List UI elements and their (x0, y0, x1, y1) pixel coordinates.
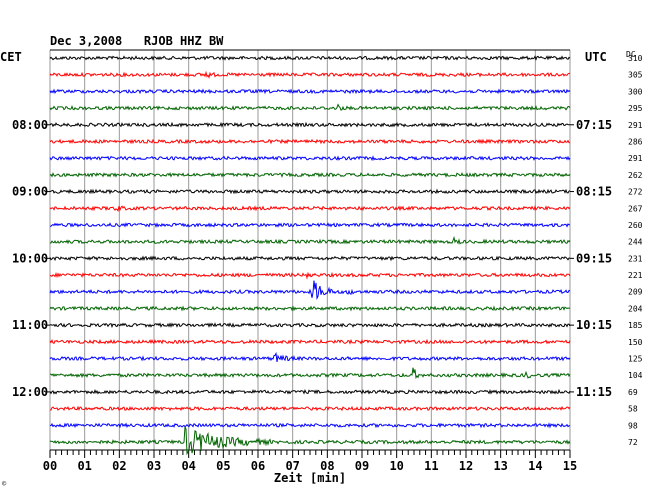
trace-row-7 (49, 155, 571, 162)
trace-row-13 (49, 255, 571, 262)
trace-row-8 (49, 172, 571, 178)
x-tick-label: 13 (493, 459, 507, 473)
dc-value: 209 (628, 288, 643, 297)
left-time-label: 12:00 (12, 385, 48, 399)
x-tick-label: 15 (563, 459, 577, 473)
dc-value: 305 (628, 71, 643, 80)
trace-row-11 (50, 222, 571, 228)
trace-row-5 (49, 121, 571, 128)
left-time-label: 09:00 (12, 185, 48, 199)
corner-footnote: © (2, 480, 7, 488)
x-tick-label: 00 (43, 459, 57, 473)
dc-value: 204 (628, 304, 643, 313)
seismic-traces (49, 55, 571, 456)
trace-row-24 (49, 426, 571, 456)
x-tick-label: 14 (528, 459, 542, 473)
dc-value: 185 (628, 321, 643, 330)
dc-value: 267 (628, 204, 643, 213)
dc-value: 150 (628, 338, 643, 347)
trace-row-2 (49, 70, 570, 79)
x-tick-label: 05 (216, 459, 230, 473)
x-tick-label: 10 (389, 459, 403, 473)
chart-title: Dec 3,2008 RJOB HHZ BW (50, 34, 224, 48)
right-time-label: 07:15 (576, 118, 612, 132)
dc-value: 272 (628, 188, 643, 197)
x-tick-label: 12 (459, 459, 473, 473)
trace-row-4 (49, 103, 571, 111)
left-time-label: 10:00 (12, 251, 48, 265)
trace-row-6 (49, 138, 571, 145)
trace-row-21 (49, 388, 571, 395)
chart-grid (45, 49, 574, 458)
x-tick-label: 07 (285, 459, 299, 473)
dc-value: 125 (628, 355, 643, 364)
trace-row-14 (49, 271, 571, 280)
x-axis-label: Zeit [min] (274, 471, 346, 485)
x-tick-label: 02 (112, 459, 126, 473)
dc-value: 291 (628, 154, 643, 163)
x-tick-label: 06 (251, 459, 265, 473)
right-time-label: 11:15 (576, 385, 612, 399)
trace-row-17 (49, 322, 571, 329)
trace-row-19 (49, 351, 571, 362)
x-tick-label: 11 (424, 459, 438, 473)
trace-row-3 (49, 88, 571, 95)
dc-value: 69 (628, 388, 638, 397)
trace-row-1 (49, 55, 571, 61)
dc-value: 72 (628, 438, 638, 447)
dc-value: 221 (628, 271, 643, 280)
trace-row-22 (49, 405, 571, 412)
dc-value: 262 (628, 171, 643, 180)
x-tick-label: 04 (181, 459, 195, 473)
left-timezone-label: CET (0, 50, 22, 64)
dc-value: 310 (628, 54, 643, 63)
trace-row-15 (49, 280, 571, 301)
left-time-label: 11:00 (12, 318, 48, 332)
right-time-label: 09:15 (576, 251, 612, 265)
trace-row-18 (49, 338, 571, 345)
dc-value: 260 (628, 221, 643, 230)
trace-row-16 (49, 305, 571, 312)
x-tick-label: 08 (320, 459, 334, 473)
left-time-label: 08:00 (12, 118, 48, 132)
right-time-label: 08:15 (576, 185, 612, 199)
dc-value: 291 (628, 121, 643, 130)
trace-row-23 (49, 422, 571, 429)
trace-row-20 (49, 367, 571, 380)
dc-value: 104 (628, 371, 643, 380)
right-time-label: 10:15 (576, 318, 612, 332)
x-tick-label: 01 (77, 459, 91, 473)
trace-row-12 (49, 235, 571, 245)
chart-labels: Dec 3,2008 RJOB HHZ BW CET UTC DC Zeit [… (0, 34, 643, 488)
trace-row-10 (49, 205, 571, 212)
dc-value: 98 (628, 421, 638, 430)
trace-row-9 (49, 188, 571, 195)
dc-header-label: DC (626, 50, 636, 59)
x-tick-label: 03 (147, 459, 161, 473)
dc-value: 58 (628, 405, 638, 414)
x-tick-label: 09 (355, 459, 369, 473)
dc-value: 295 (628, 104, 643, 113)
right-timezone-label: UTC (585, 50, 607, 64)
dc-value: 286 (628, 137, 643, 146)
dc-value: 231 (628, 254, 643, 263)
dc-value: 244 (628, 238, 643, 247)
dc-value: 300 (628, 87, 643, 96)
